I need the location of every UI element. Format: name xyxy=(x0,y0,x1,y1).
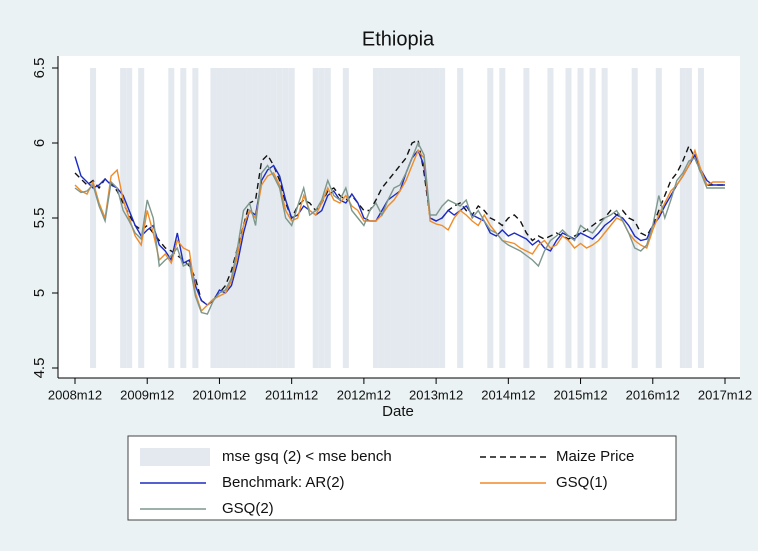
x-tick-label: 2011m12 xyxy=(265,387,318,402)
x-tick-label: 2013m12 xyxy=(409,387,463,402)
chart-title: Ethiopia xyxy=(362,28,435,50)
x-tick-label: 2009m12 xyxy=(120,387,174,402)
y-tick-label: 6 xyxy=(31,139,48,147)
x-tick-label: 2015m12 xyxy=(553,387,607,402)
shaded-band xyxy=(234,68,241,368)
shaded-band xyxy=(433,68,440,368)
shaded-band xyxy=(342,68,349,368)
shaded-band xyxy=(631,68,638,368)
legend-label: GSQ(2) xyxy=(222,500,274,517)
shaded-band xyxy=(192,68,199,368)
shaded-band xyxy=(577,68,584,368)
shaded-band xyxy=(523,68,530,368)
shaded-band xyxy=(324,68,331,368)
shaded-band xyxy=(210,68,217,368)
x-tick-label: 2014m12 xyxy=(481,387,535,402)
shaded-band xyxy=(180,68,187,368)
shaded-band xyxy=(403,68,410,368)
plot xyxy=(74,68,725,368)
shaded-band xyxy=(409,68,416,368)
shaded-band xyxy=(276,68,283,368)
x-tick-label: 2008m12 xyxy=(48,387,102,402)
series-line xyxy=(74,148,725,313)
shaded-band xyxy=(457,68,464,368)
shaded-band xyxy=(547,68,554,368)
shaded-band xyxy=(697,68,704,368)
shaded-band xyxy=(168,68,175,368)
y-tick-label: 5.5 xyxy=(31,208,48,229)
shaded-band xyxy=(421,68,428,368)
shaded-band xyxy=(138,68,145,368)
shaded-band xyxy=(396,68,404,368)
shaded-band xyxy=(240,68,247,368)
y-tick-label: 4.5 xyxy=(31,358,48,379)
shaded-band xyxy=(318,68,325,368)
shaded-band xyxy=(222,68,229,368)
series-line xyxy=(74,141,725,315)
shaded-band xyxy=(589,68,596,368)
shaded-band xyxy=(390,68,397,368)
shaded-band xyxy=(415,68,422,368)
shaded-band xyxy=(372,68,379,368)
x-tick-label: 2016m12 xyxy=(626,387,680,402)
shaded-band xyxy=(120,68,127,368)
shaded-band xyxy=(312,68,319,368)
shaded-band xyxy=(378,68,385,368)
shaded-band xyxy=(90,68,97,368)
legend-label: Benchmark: AR(2) xyxy=(222,474,345,491)
shaded-band xyxy=(384,68,391,368)
x-tick-label: 2012m12 xyxy=(337,387,391,402)
shaded-band xyxy=(679,68,686,368)
y-tick-label: 6.5 xyxy=(31,58,48,79)
shaded-band xyxy=(270,68,277,368)
shaded-band xyxy=(264,68,271,368)
y-tick-label: 5 xyxy=(31,289,48,297)
legend-swatch xyxy=(140,448,210,466)
x-tick-label: 2010m12 xyxy=(192,387,246,402)
legend xyxy=(127,435,677,521)
shaded-band xyxy=(228,68,235,368)
shaded-band xyxy=(685,68,692,368)
legend-label: Maize Price xyxy=(556,448,634,465)
legend-label: mse gsq (2) < mse bench xyxy=(222,448,392,465)
x-axis-title: Date xyxy=(382,403,414,420)
shaded-band xyxy=(499,68,506,368)
shaded-band xyxy=(216,68,223,368)
x-tick-label: 2017m12 xyxy=(698,387,752,402)
shaded-band xyxy=(565,68,572,368)
shaded-band xyxy=(258,68,265,368)
shaded-band xyxy=(246,68,253,368)
legend-label: GSQ(1) xyxy=(556,474,608,491)
